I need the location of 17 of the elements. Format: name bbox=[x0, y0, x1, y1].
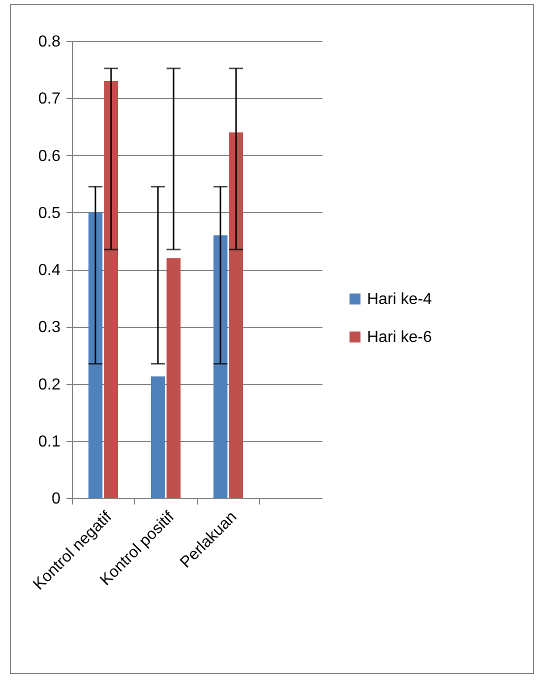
y-tick-label: 0.3 bbox=[38, 319, 61, 336]
y-tick-label: 0.2 bbox=[38, 376, 61, 394]
bar bbox=[213, 235, 228, 498]
legend-label: Hari ke-6 bbox=[367, 329, 432, 346]
legend-label: Hari ke-4 bbox=[367, 291, 432, 308]
bar bbox=[166, 258, 181, 498]
bar bbox=[104, 80, 118, 498]
y-tick-label: 0.1 bbox=[38, 433, 61, 450]
y-tick-label: 0.4 bbox=[38, 262, 61, 279]
y-tick-label: 0 bbox=[52, 490, 61, 508]
y-tick-label: 0.8 bbox=[38, 34, 61, 50]
bar bbox=[229, 132, 244, 498]
bar bbox=[88, 212, 102, 498]
y-tick-label: 0.7 bbox=[38, 90, 61, 108]
y-tick-label: 0.6 bbox=[38, 148, 61, 165]
bar bbox=[150, 376, 165, 498]
y-tick-label: 0.5 bbox=[38, 204, 61, 222]
